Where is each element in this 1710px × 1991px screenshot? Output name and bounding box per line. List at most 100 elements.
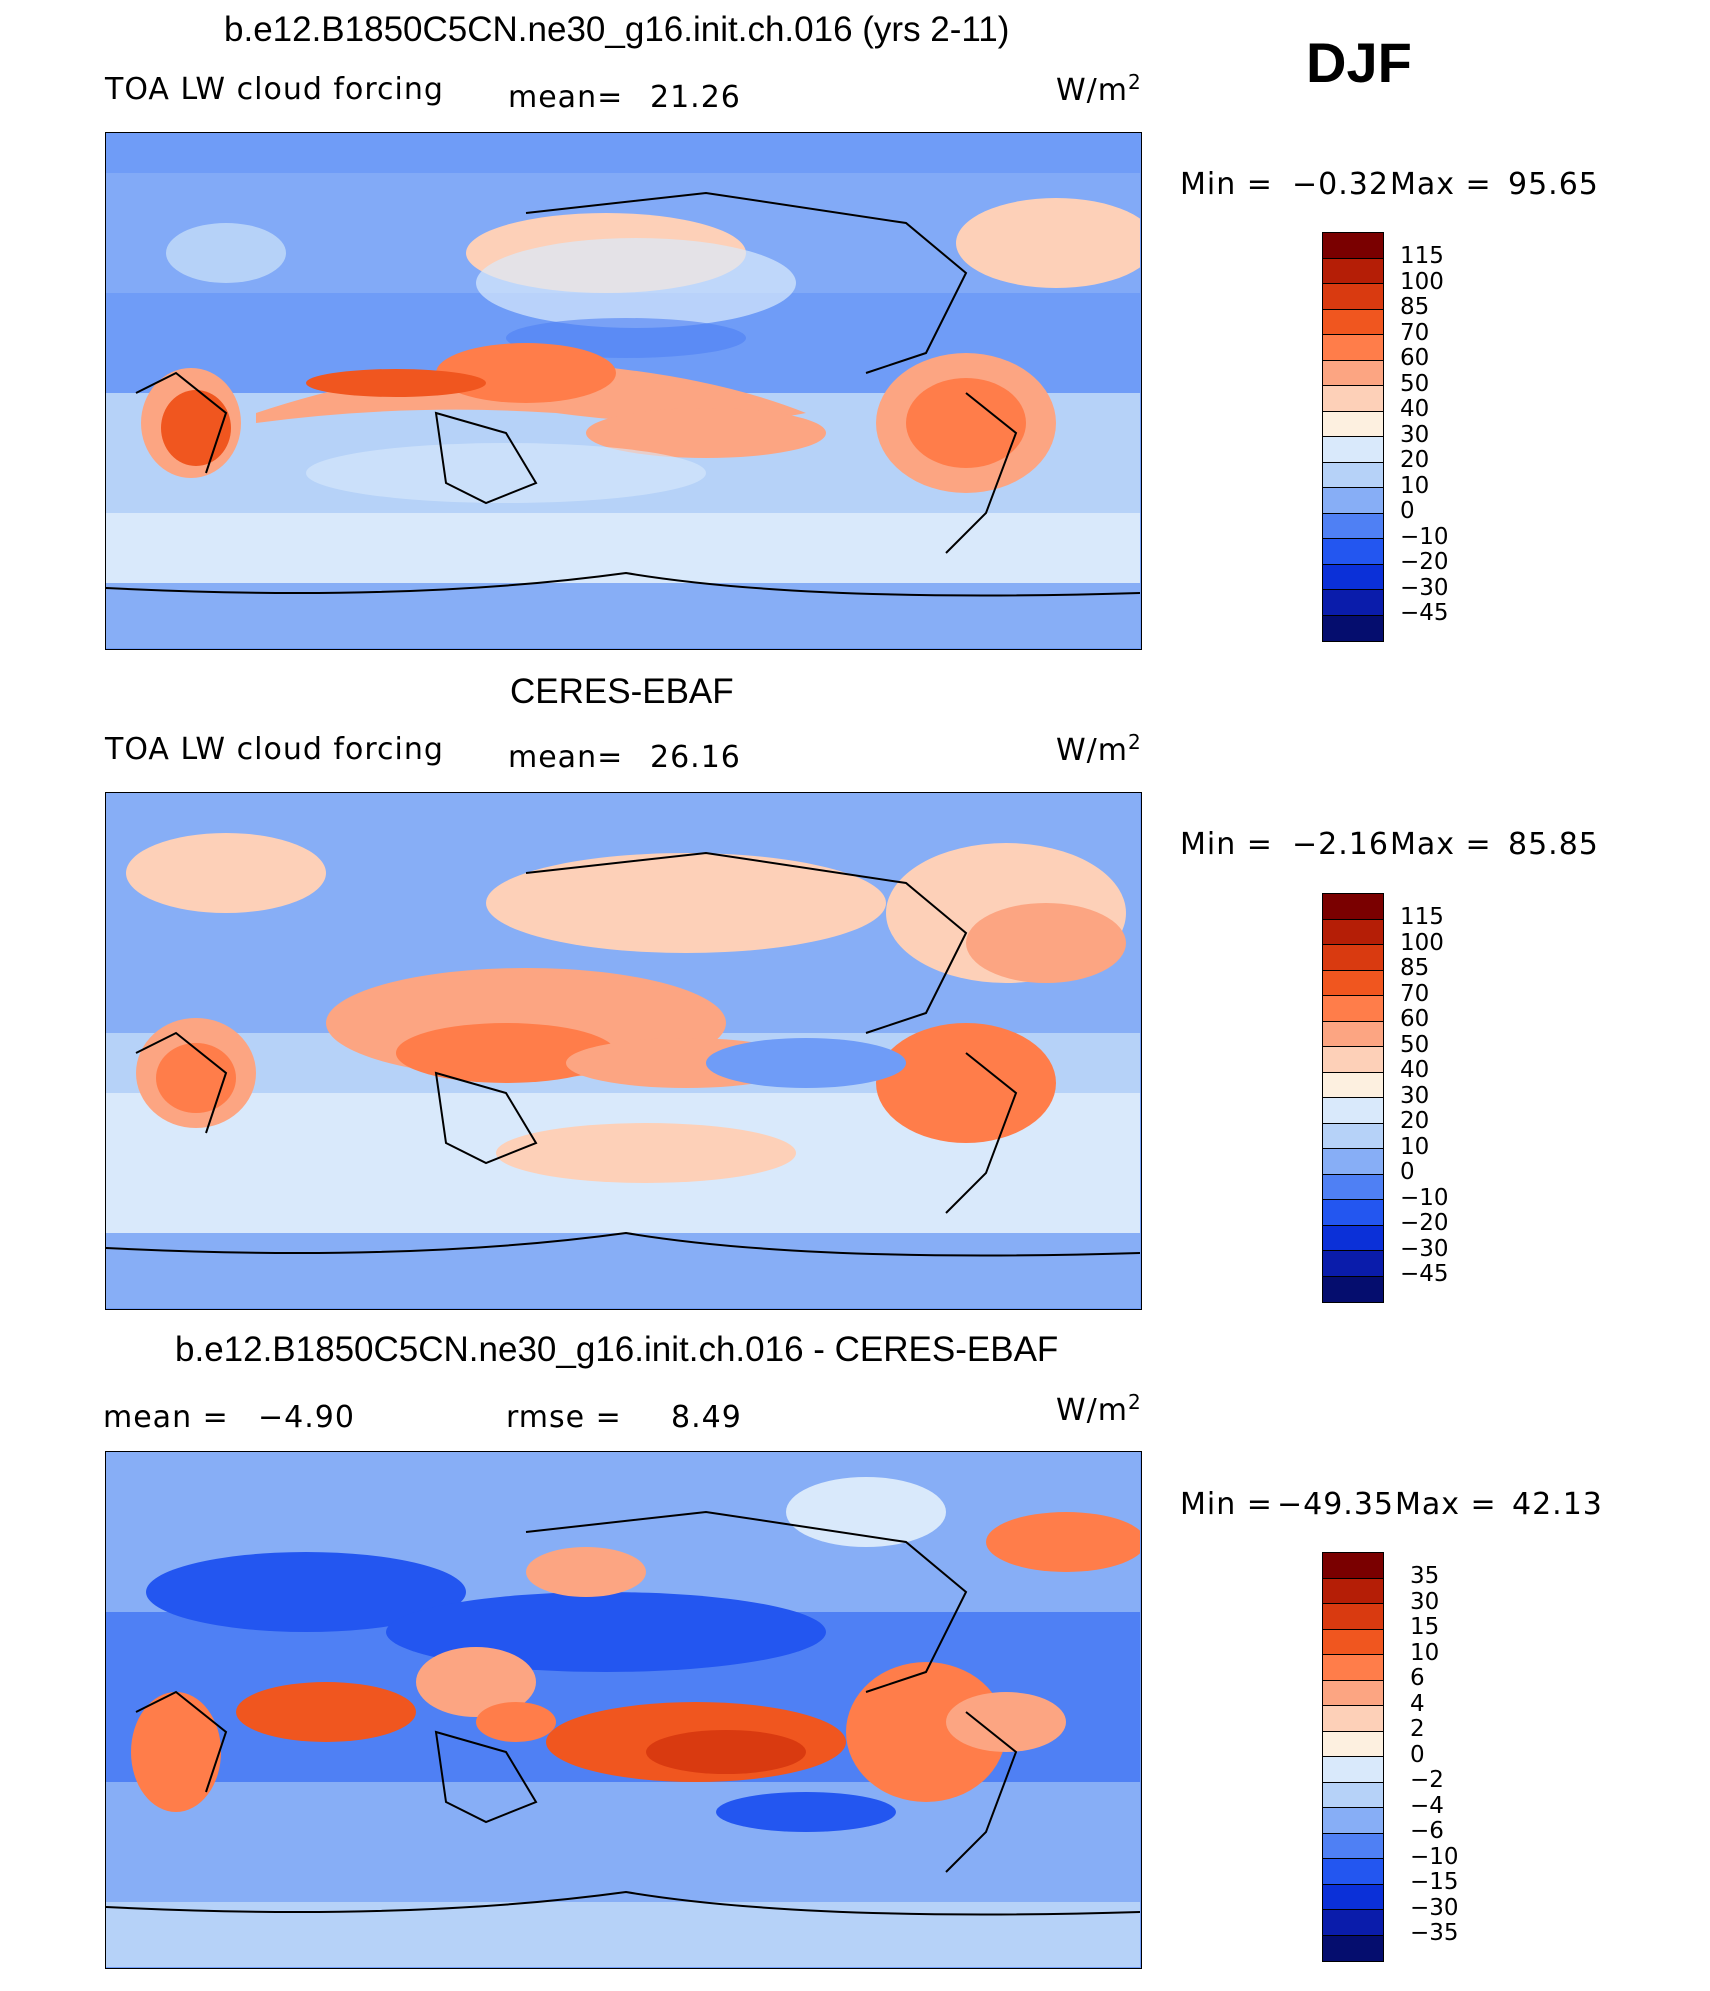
colorbar-swatch: [1323, 309, 1383, 335]
panel1-units: W/m2: [1056, 70, 1142, 108]
colorbar-swatch: [1323, 564, 1383, 590]
panel1-colorbar-labels: 115 100 85 70 60 50 40 30 20 10 0 −10 −20 −30 −45: [1400, 243, 1449, 627]
colorbar-tick-label: 40: [1400, 1057, 1430, 1083]
panel1-min-label: Min =: [1180, 167, 1273, 202]
panel3-max-value: 42.13: [1512, 1487, 1603, 1522]
colorbar-tick-label: −20: [1400, 549, 1449, 575]
colorbar-tick-label: 35: [1410, 1563, 1440, 1589]
colorbar-swatch: [1323, 1098, 1383, 1124]
panel1-colorbar: [1322, 232, 1384, 642]
colorbar-tick-label: 50: [1400, 370, 1430, 397]
colorbar-swatch: [1323, 335, 1383, 361]
panel2-units: W/m2: [1056, 730, 1142, 768]
colorbar-swatch: [1323, 1021, 1383, 1047]
panel3-max-label: Max =: [1395, 1487, 1497, 1522]
colorbar-swatch: [1323, 539, 1383, 565]
colorbar-tick-label: −10: [1400, 1184, 1449, 1211]
colorbar-swatch: [1323, 258, 1383, 284]
colorbar-swatch: [1323, 894, 1383, 920]
panel2-contour-plot: [106, 793, 1140, 1308]
colorbar-tick-label: 60: [1400, 345, 1430, 371]
colorbar-tick-label: 85: [1400, 294, 1430, 320]
colorbar-swatch: [1323, 1757, 1383, 1783]
colorbar-swatch: [1323, 411, 1383, 437]
colorbar-tick-label: −45: [1400, 1261, 1449, 1287]
season-label: DJF: [1306, 31, 1412, 94]
colorbar-tick-label: 2: [1410, 1716, 1425, 1742]
colorbar-swatch: [1323, 1935, 1383, 1961]
colorbar-swatch: [1323, 1578, 1383, 1604]
colorbar-tick-label: 0: [1400, 498, 1415, 524]
colorbar-swatch: [1323, 615, 1383, 641]
colorbar-swatch: [1323, 1629, 1383, 1655]
colorbar-tick-label: 4: [1410, 1690, 1425, 1717]
colorbar-swatch: [1323, 1174, 1383, 1200]
colorbar-tick-label: −4: [1410, 1792, 1444, 1819]
panel3-colorbar: [1322, 1552, 1384, 1962]
panel3-min-value: −49.35: [1277, 1487, 1395, 1522]
colorbar-tick-label: −15: [1410, 1869, 1459, 1895]
panel1-mean-label: mean=: [508, 80, 624, 115]
colorbar-swatch: [1323, 970, 1383, 996]
colorbar-tick-label: −6: [1410, 1818, 1444, 1844]
panel1-contour-plot: [106, 133, 1140, 648]
colorbar-tick-label: −30: [1410, 1894, 1459, 1921]
colorbar-swatch: [1323, 1072, 1383, 1098]
panel2-min-label: Min =: [1180, 827, 1273, 862]
colorbar-tick-label: 85: [1400, 955, 1430, 981]
panel3-map: [105, 1451, 1142, 1969]
panel1-mean-value: 21.26: [650, 80, 741, 115]
panel2-mean-value: 26.16: [650, 740, 741, 775]
colorbar-swatch: [1323, 1706, 1383, 1732]
colorbar-tick-label: 0: [1400, 1159, 1415, 1185]
colorbar-swatch: [1323, 1604, 1383, 1630]
colorbar-tick-label: 30: [1400, 1082, 1430, 1109]
colorbar-swatch: [1323, 437, 1383, 463]
colorbar-swatch: [1323, 590, 1383, 616]
colorbar-tick-label: 70: [1400, 980, 1430, 1007]
colorbar-tick-label: 100: [1400, 929, 1444, 956]
colorbar-tick-label: −30: [1400, 574, 1449, 601]
panel2-map: [105, 792, 1142, 1310]
colorbar-tick-label: 60: [1400, 1006, 1430, 1032]
panel3-contour-plot: [106, 1452, 1140, 1967]
panel3-colorbar-labels: 35 30 15 10 6 4 2 0 −2 −4 −6 −10 −15 −30 −35: [1410, 1563, 1459, 1947]
colorbar-swatch: [1323, 513, 1383, 539]
colorbar-swatch: [1323, 386, 1383, 412]
panel1-field-label: TOA LW cloud forcing: [105, 72, 444, 107]
colorbar-swatch: [1323, 919, 1383, 945]
colorbar-tick-label: 20: [1400, 447, 1430, 473]
colorbar-tick-label: 10: [1410, 1639, 1440, 1666]
colorbar-tick-label: 115: [1400, 243, 1444, 269]
panel2-min-value: −2.16: [1292, 827, 1389, 862]
colorbar-swatch: [1323, 1782, 1383, 1808]
colorbar-swatch: [1323, 1276, 1383, 1302]
colorbar-swatch: [1323, 1149, 1383, 1175]
colorbar-tick-label: −45: [1400, 600, 1449, 626]
panel3-min-label: Min =: [1180, 1487, 1273, 1522]
colorbar-swatch: [1323, 1553, 1383, 1579]
colorbar-swatch: [1323, 945, 1383, 971]
colorbar-tick-label: 40: [1400, 396, 1430, 422]
panel3-rmse-label: rmse =: [506, 1400, 622, 1435]
panel1-title: b.e12.B1850C5CN.ne30_g16.init.ch.016 (yr…: [224, 10, 1010, 49]
colorbar-tick-label: −2: [1410, 1767, 1444, 1793]
colorbar-swatch: [1323, 1225, 1383, 1251]
colorbar-swatch: [1323, 1123, 1383, 1149]
panel3-title: b.e12.B1850C5CN.ne30_g16.init.ch.016 - C…: [175, 1330, 1059, 1369]
colorbar-swatch: [1323, 1910, 1383, 1936]
colorbar-tick-label: 10: [1400, 1133, 1430, 1160]
colorbar-swatch: [1323, 1833, 1383, 1859]
colorbar-tick-label: 30: [1400, 421, 1430, 448]
panel2-colorbar: [1322, 893, 1384, 1303]
colorbar-tick-label: 0: [1410, 1741, 1425, 1768]
colorbar-swatch: [1323, 1655, 1383, 1681]
colorbar-swatch: [1323, 1680, 1383, 1706]
panel2-max-label: Max =: [1390, 827, 1492, 862]
colorbar-tick-label: 50: [1400, 1031, 1430, 1058]
colorbar-tick-label: 10: [1400, 472, 1430, 499]
colorbar-swatch: [1323, 1884, 1383, 1910]
colorbar-swatch: [1323, 233, 1383, 259]
colorbar-swatch: [1323, 488, 1383, 514]
colorbar-swatch: [1323, 360, 1383, 386]
